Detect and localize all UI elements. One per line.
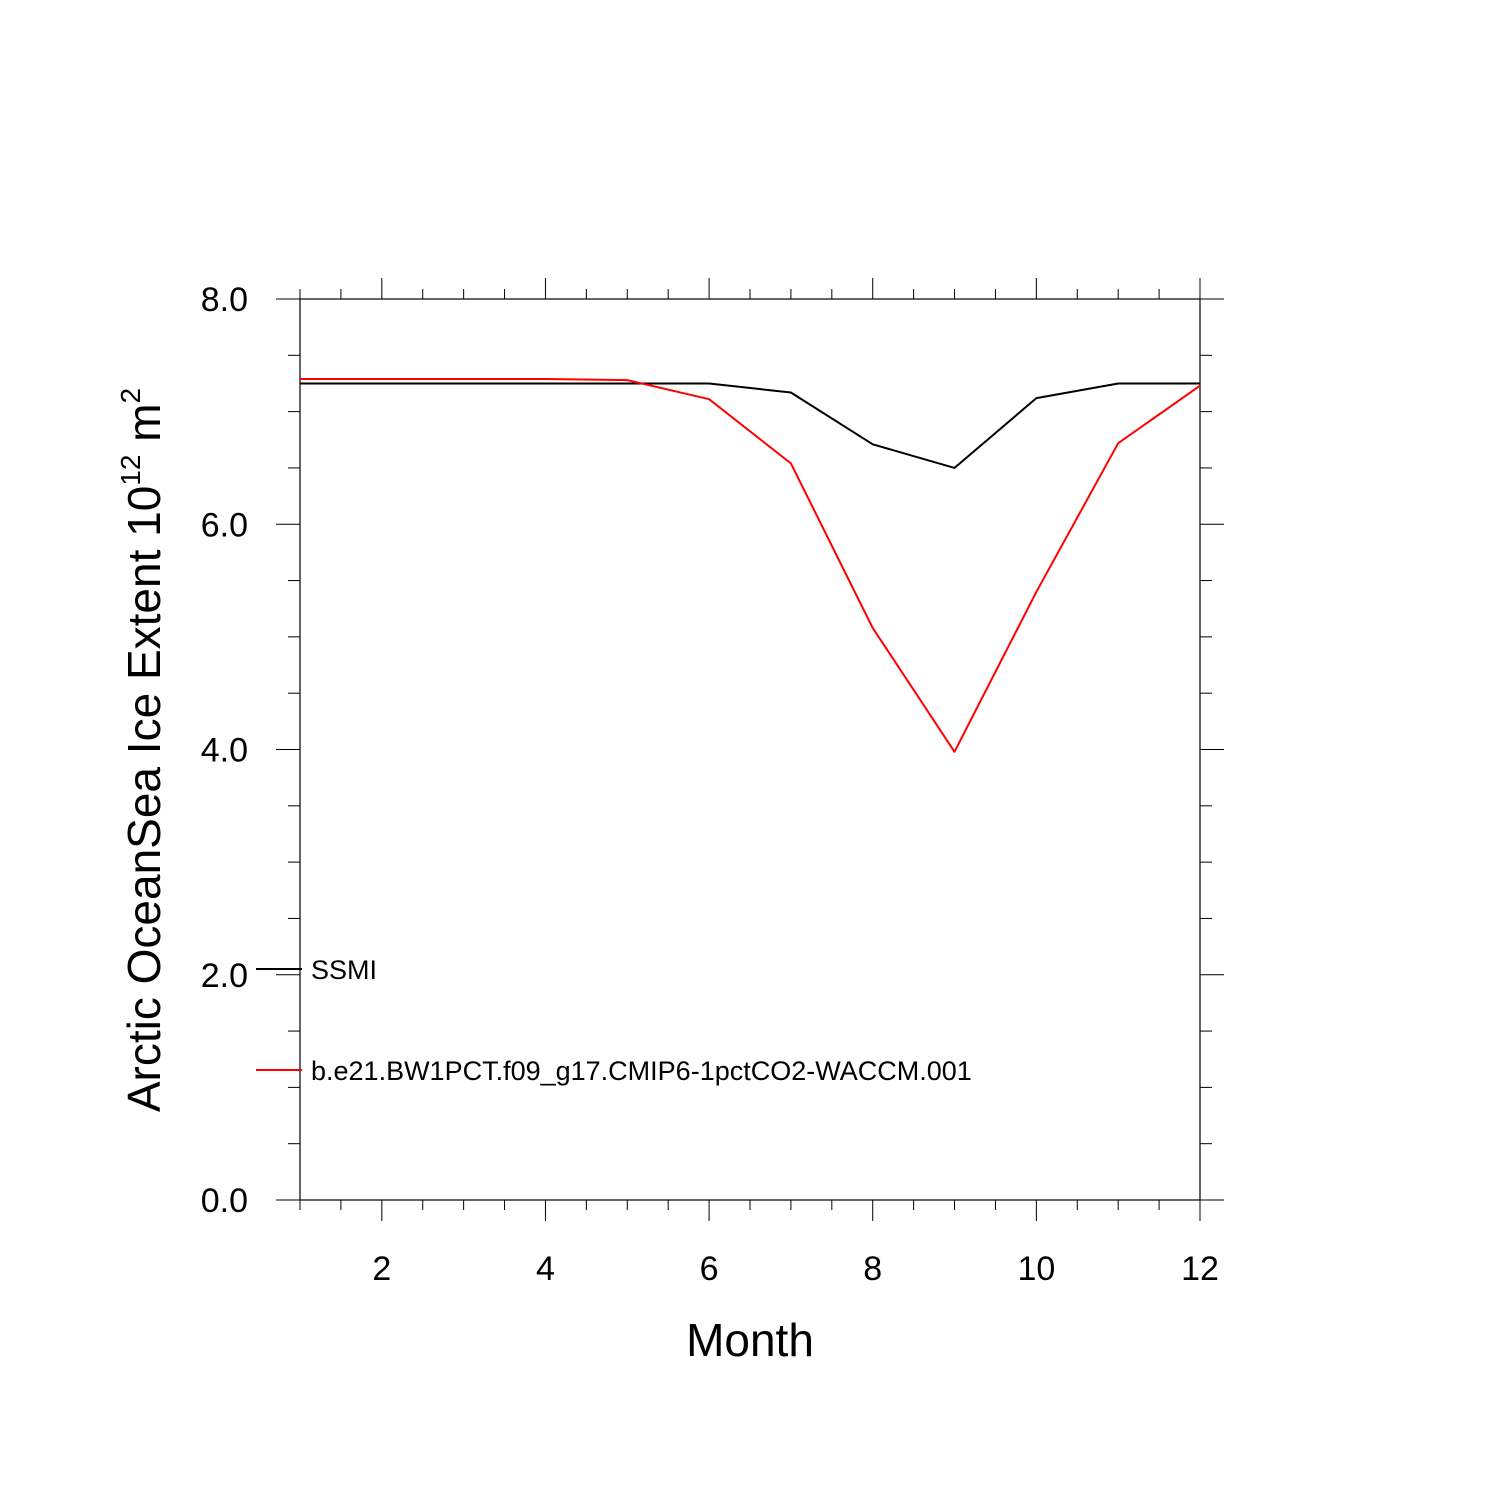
y-axis-title: Arctic OceanSea Ice Extent 1012 m2 bbox=[115, 388, 170, 1112]
x-tick-label: 8 bbox=[863, 1250, 882, 1288]
x-axis-title: Month bbox=[686, 1314, 814, 1366]
y-tick-label: 6.0 bbox=[201, 506, 248, 544]
series-line-waccm bbox=[300, 378, 1201, 753]
x-tick-label: 4 bbox=[536, 1250, 555, 1288]
y-tick-label: 2.0 bbox=[201, 957, 248, 995]
legend: SSMI b.e21.BW1PCT.f09_g17.CMIP6-1pctCO2-… bbox=[256, 955, 972, 1086]
y-axis-title-prefix: Arctic OceanSea Ice Extent 10 bbox=[118, 486, 170, 1112]
x-tick-label: 6 bbox=[700, 1250, 719, 1288]
y-axis-title-exponent: 12 bbox=[115, 455, 146, 486]
x-tick-label: 10 bbox=[1017, 1250, 1055, 1288]
x-tick-label: 12 bbox=[1181, 1250, 1219, 1288]
y-axis-title-unit: m bbox=[118, 403, 170, 454]
y-tick-label: 8.0 bbox=[201, 281, 248, 319]
legend-label-waccm: b.e21.BW1PCT.f09_g17.CMIP6-1pctCO2-WACCM… bbox=[311, 1056, 972, 1086]
y-axis-title-unit-exponent: 2 bbox=[115, 388, 146, 404]
y-tick-label: 0.0 bbox=[201, 1182, 248, 1220]
axis-tick-labels: 2 4 6 8 10 12 0.0 2.0 4.0 6.0 8.0 bbox=[201, 281, 1219, 1288]
legend-label-ssmi: SSMI bbox=[311, 955, 377, 985]
series-lines bbox=[300, 378, 1201, 753]
series-line-ssmi bbox=[300, 382, 1200, 469]
y-tick-label: 4.0 bbox=[201, 732, 248, 770]
axis-ticks bbox=[276, 278, 1224, 1221]
x-tick-label: 2 bbox=[372, 1250, 391, 1288]
